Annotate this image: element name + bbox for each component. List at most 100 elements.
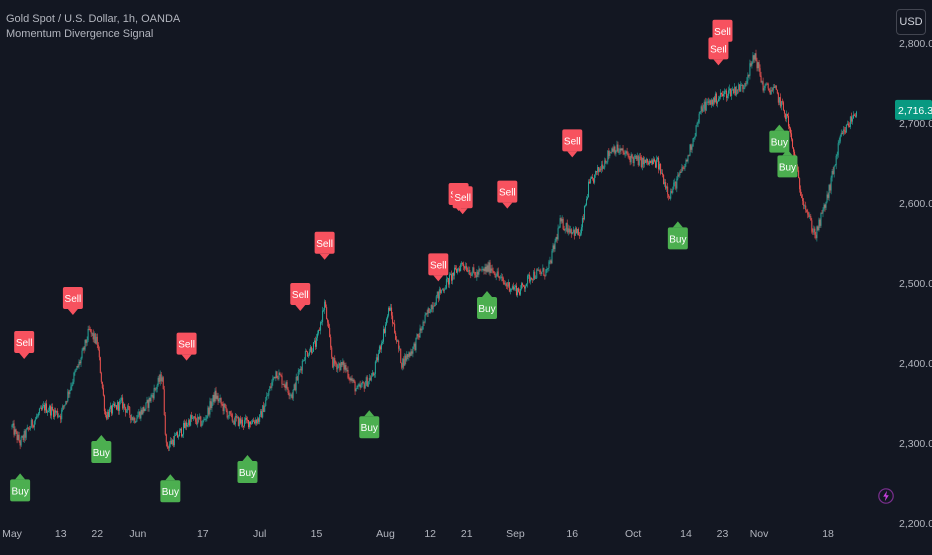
candle <box>233 417 235 426</box>
candle <box>182 433 184 438</box>
sell-label-box <box>62 287 83 309</box>
candle-body <box>704 101 706 111</box>
candle-body <box>381 341 383 344</box>
candle <box>456 265 458 274</box>
candle <box>464 265 466 272</box>
candle-body <box>734 86 736 94</box>
candle <box>849 115 851 130</box>
candle-body <box>251 423 253 425</box>
candle-body <box>424 314 426 323</box>
candle <box>549 256 551 265</box>
candle <box>126 408 128 413</box>
candle <box>301 359 303 375</box>
candle-body <box>223 403 225 412</box>
candle-body <box>569 229 571 233</box>
candle-body <box>340 362 342 371</box>
last-price-label: 2,716.335 <box>898 105 932 117</box>
candle <box>194 415 196 420</box>
candle-body <box>725 90 727 92</box>
candle-body <box>556 237 558 240</box>
candle <box>270 383 272 389</box>
candle <box>213 392 215 405</box>
candle <box>27 427 29 432</box>
candle-body <box>243 420 245 427</box>
currency-button[interactable]: USD <box>896 9 926 35</box>
candle-body <box>176 432 178 438</box>
candle <box>777 92 779 106</box>
candle <box>268 388 270 399</box>
buy-label: Buy <box>669 234 686 245</box>
candle <box>421 326 423 333</box>
candle-body <box>587 197 589 199</box>
candle-body <box>791 133 793 140</box>
candle-body <box>528 274 530 276</box>
candle-body <box>305 351 307 352</box>
candle <box>568 225 570 235</box>
candle <box>296 376 298 381</box>
candle-body <box>430 304 432 313</box>
candle-body <box>739 84 741 92</box>
candle <box>333 357 335 370</box>
candle-body <box>144 408 146 412</box>
candle-body <box>209 401 211 415</box>
candle-body <box>278 372 280 379</box>
candle-body <box>603 167 605 169</box>
candle-body <box>680 171 682 173</box>
buy-label: Buy <box>162 487 179 498</box>
candle-body <box>392 315 394 324</box>
candle <box>800 185 802 197</box>
candle-body <box>764 84 766 89</box>
y-axis[interactable]: 2,200.0002,300.0002,400.0002,500.0002,60… <box>899 38 932 530</box>
candle <box>327 318 329 327</box>
candle-body <box>67 391 69 402</box>
candle-body <box>329 327 331 338</box>
candle-body <box>742 85 744 89</box>
x-axis[interactable]: May 13 22 Jun 17 Jul 15 Aug 12 21 Sep 16 Oct 14 23 Nov 1… <box>2 528 834 540</box>
candle-body <box>183 422 185 435</box>
candle <box>95 333 97 345</box>
candle <box>577 227 579 236</box>
candle <box>286 379 288 390</box>
candle-body <box>800 189 802 196</box>
candle-body <box>198 416 200 419</box>
lightning-bolt-icon[interactable] <box>878 488 894 504</box>
candle-body <box>302 360 304 362</box>
candle <box>772 84 774 94</box>
candle-body <box>283 384 285 386</box>
candle <box>744 82 746 90</box>
candle <box>488 260 490 275</box>
candle-body <box>668 194 670 197</box>
candle-body <box>160 374 162 382</box>
candle <box>228 411 230 419</box>
candle-body <box>364 384 366 389</box>
candle <box>169 437 171 448</box>
candle-body <box>211 402 213 408</box>
candle-body <box>343 361 345 370</box>
candle <box>514 284 516 292</box>
candle <box>139 411 141 420</box>
candle-body <box>102 388 104 396</box>
indicator-name[interactable]: Momentum Divergence Signal <box>6 28 154 40</box>
symbol-title[interactable]: Gold Spot / U.S. Dollar, 1h, OANDA <box>6 13 181 25</box>
x-tick-label: 22 <box>91 528 103 540</box>
candle <box>71 382 73 391</box>
candle <box>599 167 601 173</box>
candle-body <box>803 201 805 206</box>
candle-body <box>288 392 290 396</box>
candle-body <box>371 372 373 377</box>
candle-body <box>446 278 448 280</box>
candle <box>840 129 842 138</box>
candle-body <box>585 198 587 206</box>
candle <box>295 373 297 394</box>
candle <box>15 428 17 435</box>
candle-body <box>47 411 49 413</box>
candle-body <box>328 322 330 328</box>
candle <box>598 166 600 176</box>
candle-body <box>825 202 827 208</box>
candle <box>293 383 295 391</box>
sell-label: Sell <box>430 260 447 271</box>
buy-label: Buy <box>361 423 378 434</box>
candle-body <box>845 124 847 133</box>
